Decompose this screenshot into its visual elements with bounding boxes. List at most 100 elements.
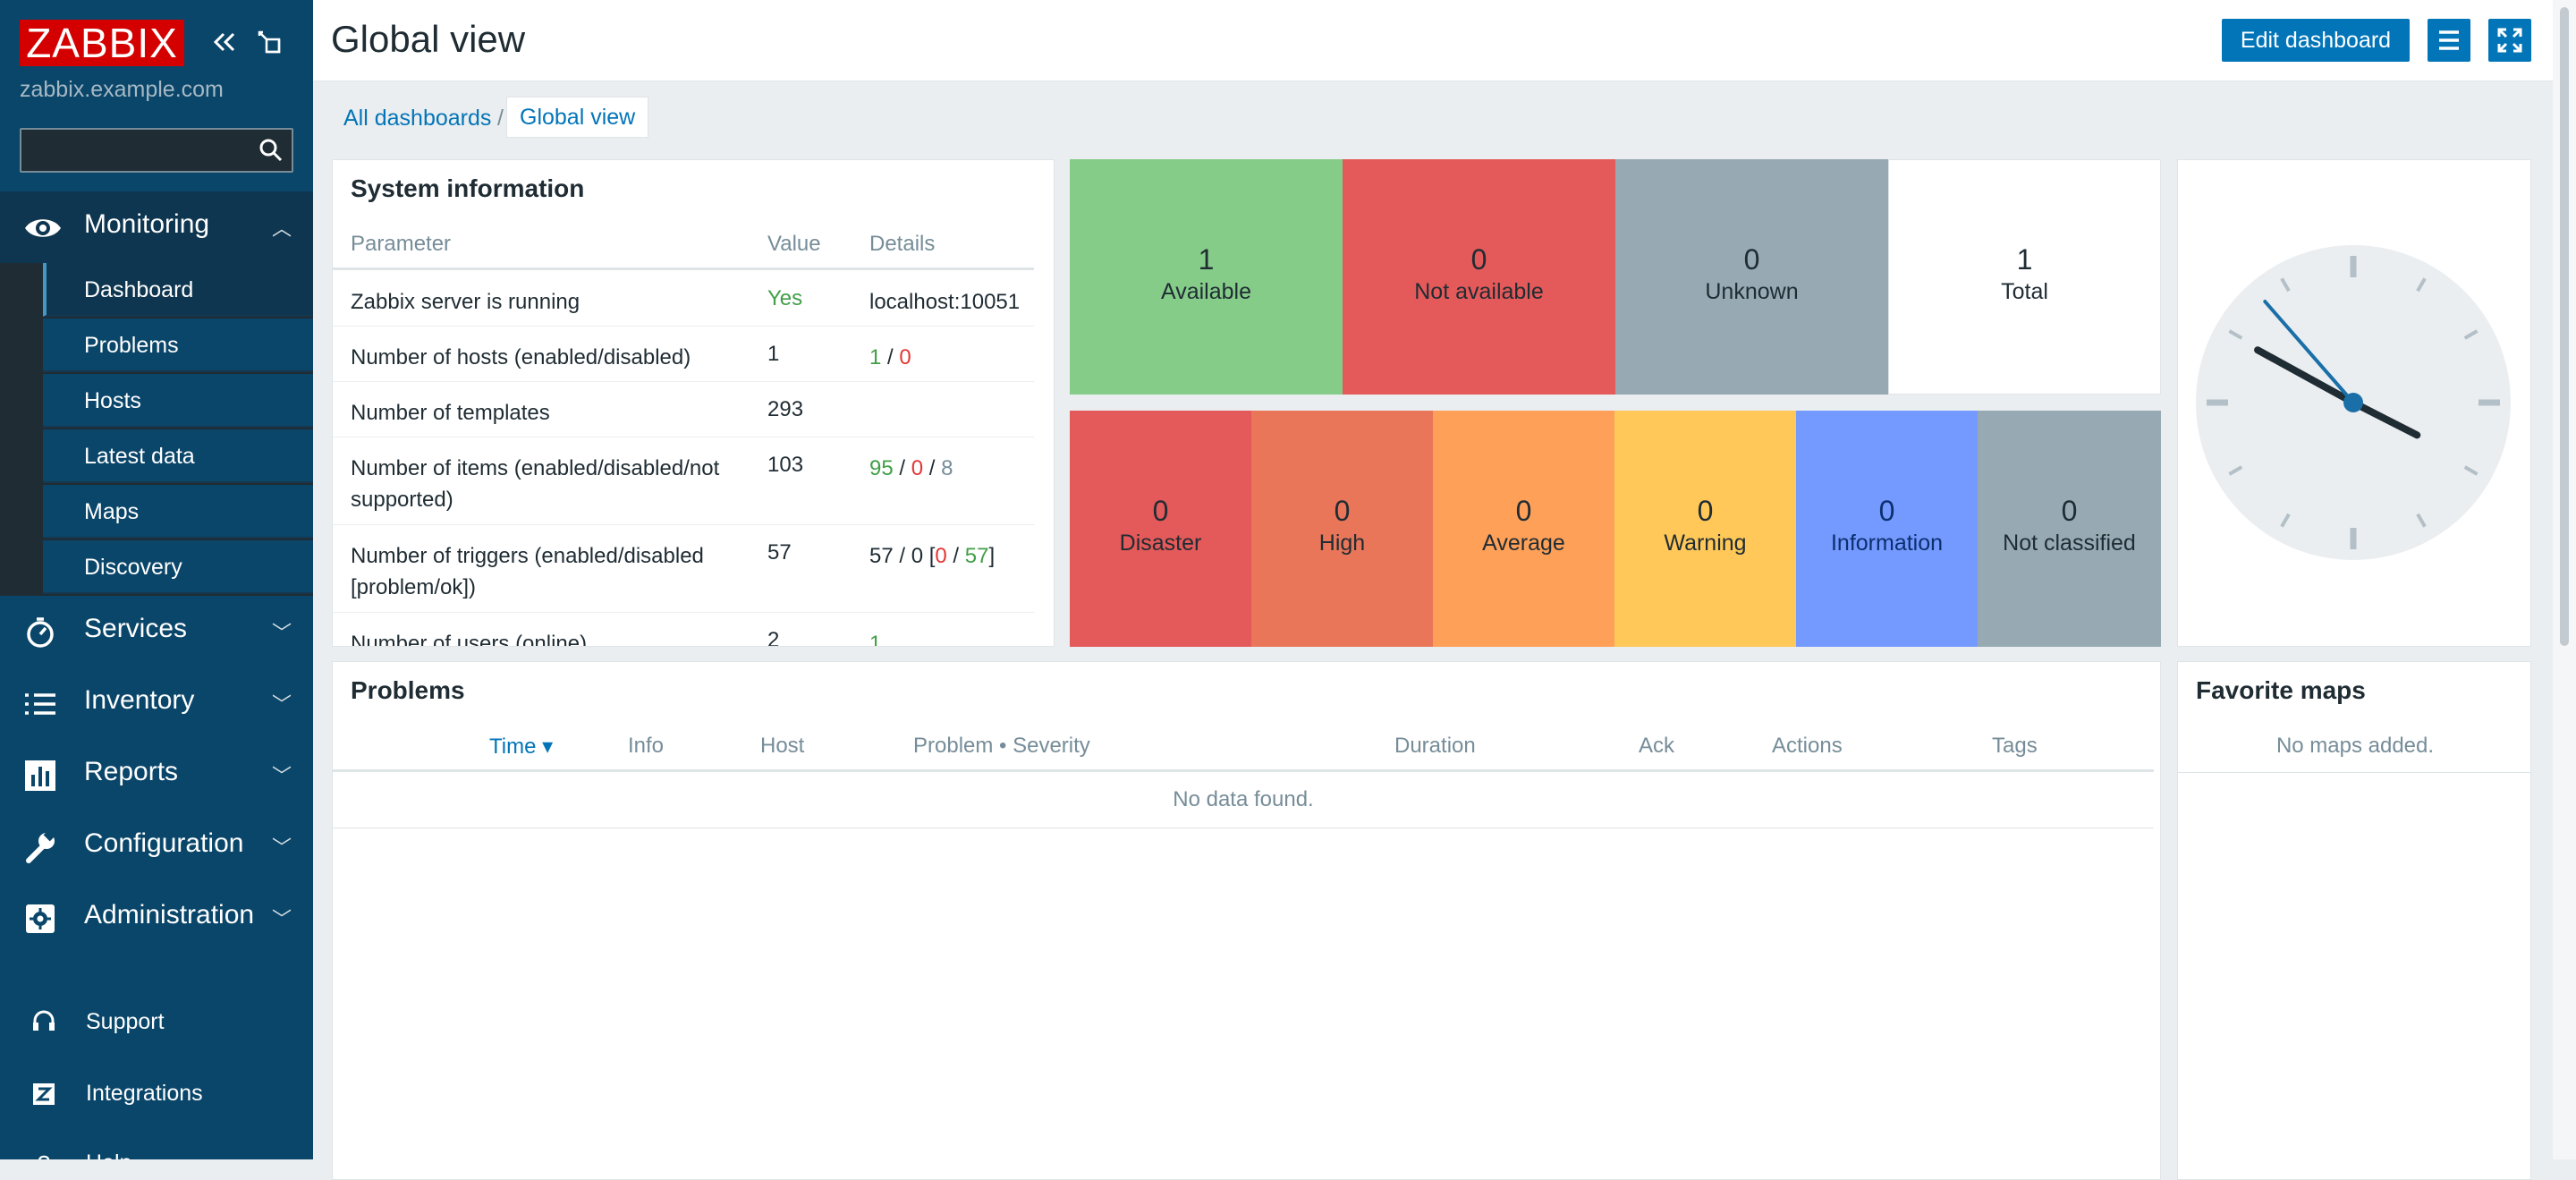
tile-label: High (1318, 531, 1366, 556)
breadcrumb-separator: / (497, 106, 504, 131)
severity-tile-disaster[interactable]: 0 Disaster (1070, 411, 1251, 647)
clock-tick (2416, 277, 2427, 293)
availability-tile-total[interactable]: 1 Total (1888, 159, 2161, 395)
chevron-down-icon: ﹀ (271, 622, 292, 644)
table-header: Parameter Value Details (333, 212, 1034, 270)
breadcrumb-current[interactable]: Global view (506, 97, 649, 138)
menu-services[interactable]: Services ﹀ (0, 596, 313, 667)
sidebar-item-support[interactable]: Support (0, 995, 313, 1048)
column-duration: Duration (1394, 734, 1476, 758)
bar-chart-icon (23, 759, 57, 793)
severity-tile-warning[interactable]: 0 Warning (1614, 411, 1796, 647)
sidebar-item-latest-data[interactable]: Latest data (43, 429, 313, 483)
menu-button[interactable] (2428, 19, 2470, 62)
chevron-up-icon: ︿ (271, 217, 292, 240)
chevron-down-icon: ﹀ (271, 908, 292, 930)
page-scrollbar[interactable] (2553, 0, 2576, 1159)
disabled-count: 0 (899, 345, 911, 369)
column-parameter: Parameter (351, 232, 452, 256)
not-supported-count: 8 (941, 456, 953, 480)
sidebar-item-dashboard[interactable]: Dashboard (43, 263, 313, 317)
menu-inventory[interactable]: Inventory ﹀ (0, 667, 313, 739)
problems-by-severity-widget: 0 Disaster 0 High 0 Average 0 Warning 0 … (1070, 411, 2161, 647)
row-parameter: Number of triggers (enabled/disabled [pr… (351, 544, 704, 599)
tile-count: 1 (2016, 243, 2033, 276)
sidebar-item-help-label: Help (86, 1150, 131, 1159)
table-row: Number of items (enabled/disabled/not su… (333, 437, 1034, 525)
ok-count: 57 (964, 544, 989, 568)
row-value: 293 (767, 397, 804, 421)
column-value: Value (767, 232, 821, 256)
edit-dashboard-button[interactable]: Edit dashboard (2222, 19, 2410, 62)
menu-configuration[interactable]: Configuration ﹀ (0, 811, 313, 882)
availability-tile-unknown[interactable]: 0 Unknown (1615, 159, 1888, 395)
clock-minute-hand (2254, 346, 2357, 406)
menu-reports-label: Reports (84, 757, 179, 786)
sidebar-search (20, 128, 293, 173)
clock-tick (2416, 513, 2427, 528)
problems-table-header: Time ▾ Info Host Problem • Severity Dura… (333, 714, 2154, 772)
column-details: Details (869, 232, 936, 256)
severity-tile-information[interactable]: 0 Information (1796, 411, 1978, 647)
widget-title: System information (351, 174, 585, 202)
details-prefix: 57 / 0 [ (869, 544, 936, 568)
fullscreen-button[interactable] (2488, 19, 2531, 62)
tile-label: Not classified (2003, 531, 2136, 556)
row-value: 2 (767, 628, 780, 647)
details-suffix: ] (988, 544, 996, 568)
zabbix-logo[interactable]: ZABBIX (20, 20, 184, 66)
sidebar-item-maps[interactable]: Maps (43, 485, 313, 539)
sidebar-item-hosts[interactable]: Hosts (43, 374, 313, 428)
details-separator: / (923, 456, 942, 480)
analog-clock (2196, 245, 2511, 560)
tile-label: Not available (1414, 279, 1544, 304)
problem-count: 0 (935, 544, 947, 568)
clock-tick (2228, 465, 2243, 476)
wrench-icon (23, 829, 57, 864)
row-details: 1 (869, 632, 882, 647)
sidebar-item-integrations-label: Integrations (86, 1081, 203, 1106)
favorite-maps-empty-message: No maps added. (2275, 734, 2435, 758)
column-time[interactable]: Time ▾ (489, 734, 554, 759)
clock-tick (2463, 465, 2479, 476)
column-actions: Actions (1772, 734, 1843, 758)
tile-count: 0 (1152, 495, 1169, 527)
severity-tile-not-classified[interactable]: 0 Not classified (1978, 411, 2161, 647)
hamburger-icon (2439, 30, 2459, 50)
server-name: zabbix.example.com (20, 77, 224, 102)
sidebar-item-help[interactable]: ? Help (0, 1136, 313, 1159)
menu-administration-label: Administration (84, 900, 255, 930)
tile-label: Warning (1664, 531, 1747, 556)
menu-monitoring[interactable]: Monitoring ︿ (0, 191, 313, 263)
tile-label: Available (1160, 279, 1251, 304)
collapse-sidebar-icon[interactable] (209, 27, 240, 57)
system-information-widget: System information Parameter Value Detai… (332, 159, 1055, 647)
availability-tile-available[interactable]: 1 Available (1070, 159, 1343, 395)
page-header: Global view Edit dashboard (313, 0, 2553, 81)
severity-tile-average[interactable]: 0 Average (1433, 411, 1614, 647)
page-scrollbar-thumb[interactable] (2560, 7, 2569, 646)
row-parameter: Number of templates (351, 401, 550, 425)
search-input[interactable] (21, 130, 267, 171)
sidebar-item-integrations[interactable]: Integrations (0, 1066, 313, 1120)
breadcrumb-all-dashboards[interactable]: All dashboards (343, 106, 492, 131)
row-value: 57 (767, 540, 792, 565)
kiosk-mode-icon[interactable] (254, 27, 284, 57)
problems-widget: Problems Time ▾ Info Host Problem • Seve… (332, 661, 2161, 1180)
severity-tile-high[interactable]: 0 High (1251, 411, 1433, 647)
availability-tile-not-available[interactable]: 0 Not available (1343, 159, 1615, 395)
sidebar-item-problems[interactable]: Problems (43, 318, 313, 372)
menu-reports[interactable]: Reports ﹀ (0, 739, 313, 811)
divider (2178, 772, 2530, 773)
table-row: Number of users (online) 2 1 (333, 612, 1034, 647)
row-parameter: Zabbix server is running (351, 290, 580, 314)
table-row: Zabbix server is running Yes localhost:1… (333, 270, 1034, 327)
search-icon[interactable] (258, 137, 284, 164)
menu-administration[interactable]: Administration ﹀ (0, 882, 313, 954)
sidebar-item-discovery[interactable]: Discovery (43, 540, 313, 594)
gear-icon (23, 902, 57, 936)
row-value: Yes (767, 286, 803, 310)
tile-count: 0 (1697, 495, 1714, 527)
table-row: Number of templates 293 (333, 381, 1034, 437)
clock-widget (2177, 159, 2531, 647)
